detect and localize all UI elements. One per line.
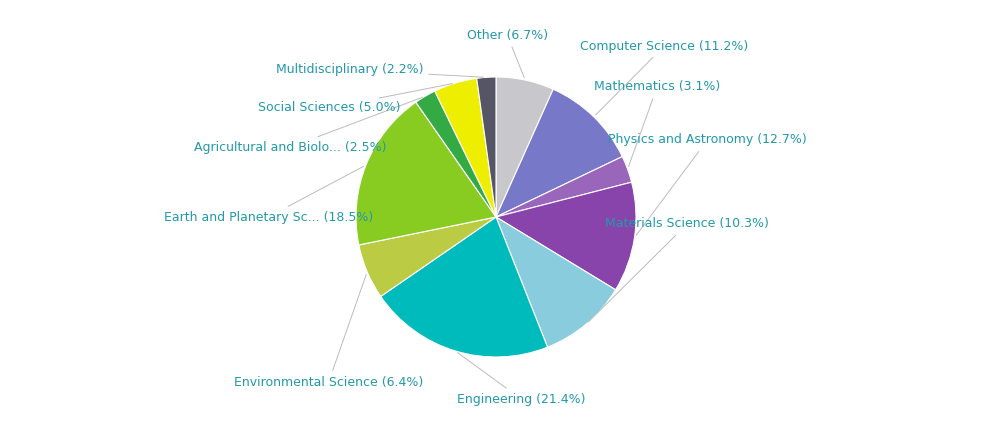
Text: Other (6.7%): Other (6.7%): [466, 29, 548, 78]
Text: Agricultural and Biolo... (2.5%): Agricultural and Biolo... (2.5%): [194, 97, 423, 154]
Wedge shape: [416, 91, 496, 217]
Wedge shape: [477, 77, 496, 217]
Wedge shape: [496, 77, 554, 217]
Wedge shape: [434, 78, 496, 217]
Wedge shape: [359, 217, 496, 296]
Wedge shape: [381, 217, 548, 357]
Text: Engineering (21.4%): Engineering (21.4%): [457, 352, 585, 405]
Wedge shape: [496, 157, 632, 217]
Text: Social Sciences (5.0%): Social Sciences (5.0%): [258, 84, 452, 114]
Text: Earth and Planetary Sc... (18.5%): Earth and Planetary Sc... (18.5%): [164, 166, 373, 224]
Text: Mathematics (3.1%): Mathematics (3.1%): [594, 80, 720, 167]
Wedge shape: [496, 217, 616, 347]
Text: Physics and Astronomy (12.7%): Physics and Astronomy (12.7%): [608, 134, 806, 235]
Text: Multidisciplinary (2.2%): Multidisciplinary (2.2%): [276, 63, 483, 77]
Wedge shape: [496, 182, 636, 290]
Text: Environmental Science (6.4%): Environmental Science (6.4%): [234, 274, 424, 389]
Text: Computer Science (11.2%): Computer Science (11.2%): [580, 39, 748, 115]
Text: Materials Science (10.3%): Materials Science (10.3%): [588, 217, 769, 322]
Wedge shape: [356, 102, 496, 245]
Wedge shape: [496, 89, 622, 217]
